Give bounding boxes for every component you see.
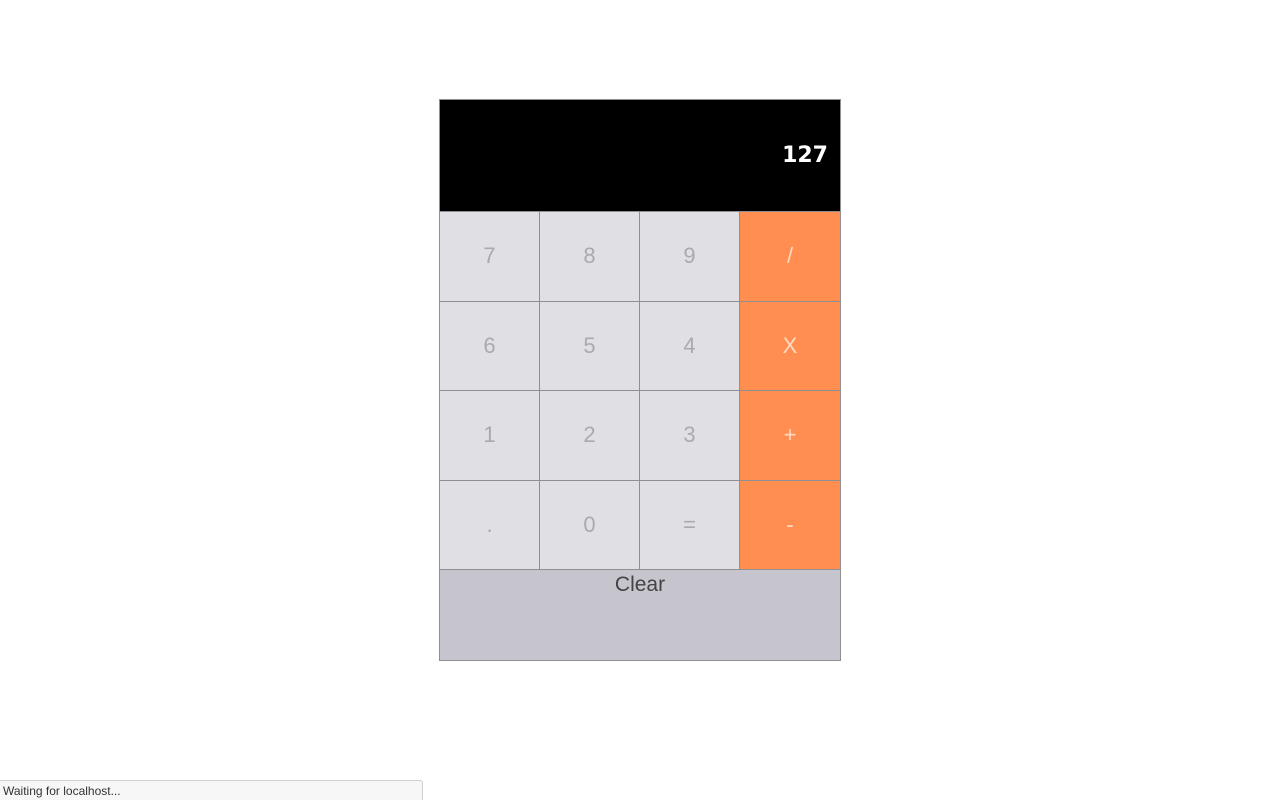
key-5[interactable]: 5: [540, 301, 640, 391]
key-decimal[interactable]: .: [440, 480, 540, 570]
status-text: Waiting for localhost...: [3, 784, 121, 798]
key-7[interactable]: 7: [440, 212, 540, 302]
key-equals[interactable]: =: [640, 480, 740, 570]
calculator: 127 7 8 9 / 6 5 4 X 1 2 3 + . 0 = - Clea…: [439, 99, 841, 661]
key-3[interactable]: 3: [640, 391, 740, 481]
clear-button-label: Clear: [614, 573, 666, 596]
key-subtract[interactable]: -: [740, 480, 840, 570]
clear-button[interactable]: Clear: [440, 570, 840, 660]
key-9[interactable]: 9: [640, 212, 740, 302]
key-multiply[interactable]: X: [740, 301, 840, 391]
keypad: 7 8 9 / 6 5 4 X 1 2 3 + . 0 = -: [440, 212, 840, 570]
key-4[interactable]: 4: [640, 301, 740, 391]
key-add[interactable]: +: [740, 391, 840, 481]
browser-status-bar: Waiting for localhost...: [0, 780, 423, 800]
display-value: 127: [782, 143, 828, 168]
key-2[interactable]: 2: [540, 391, 640, 481]
key-8[interactable]: 8: [540, 212, 640, 302]
calculator-display: 127: [440, 100, 840, 212]
key-divide[interactable]: /: [740, 212, 840, 302]
key-1[interactable]: 1: [440, 391, 540, 481]
key-0[interactable]: 0: [540, 480, 640, 570]
key-6[interactable]: 6: [440, 301, 540, 391]
